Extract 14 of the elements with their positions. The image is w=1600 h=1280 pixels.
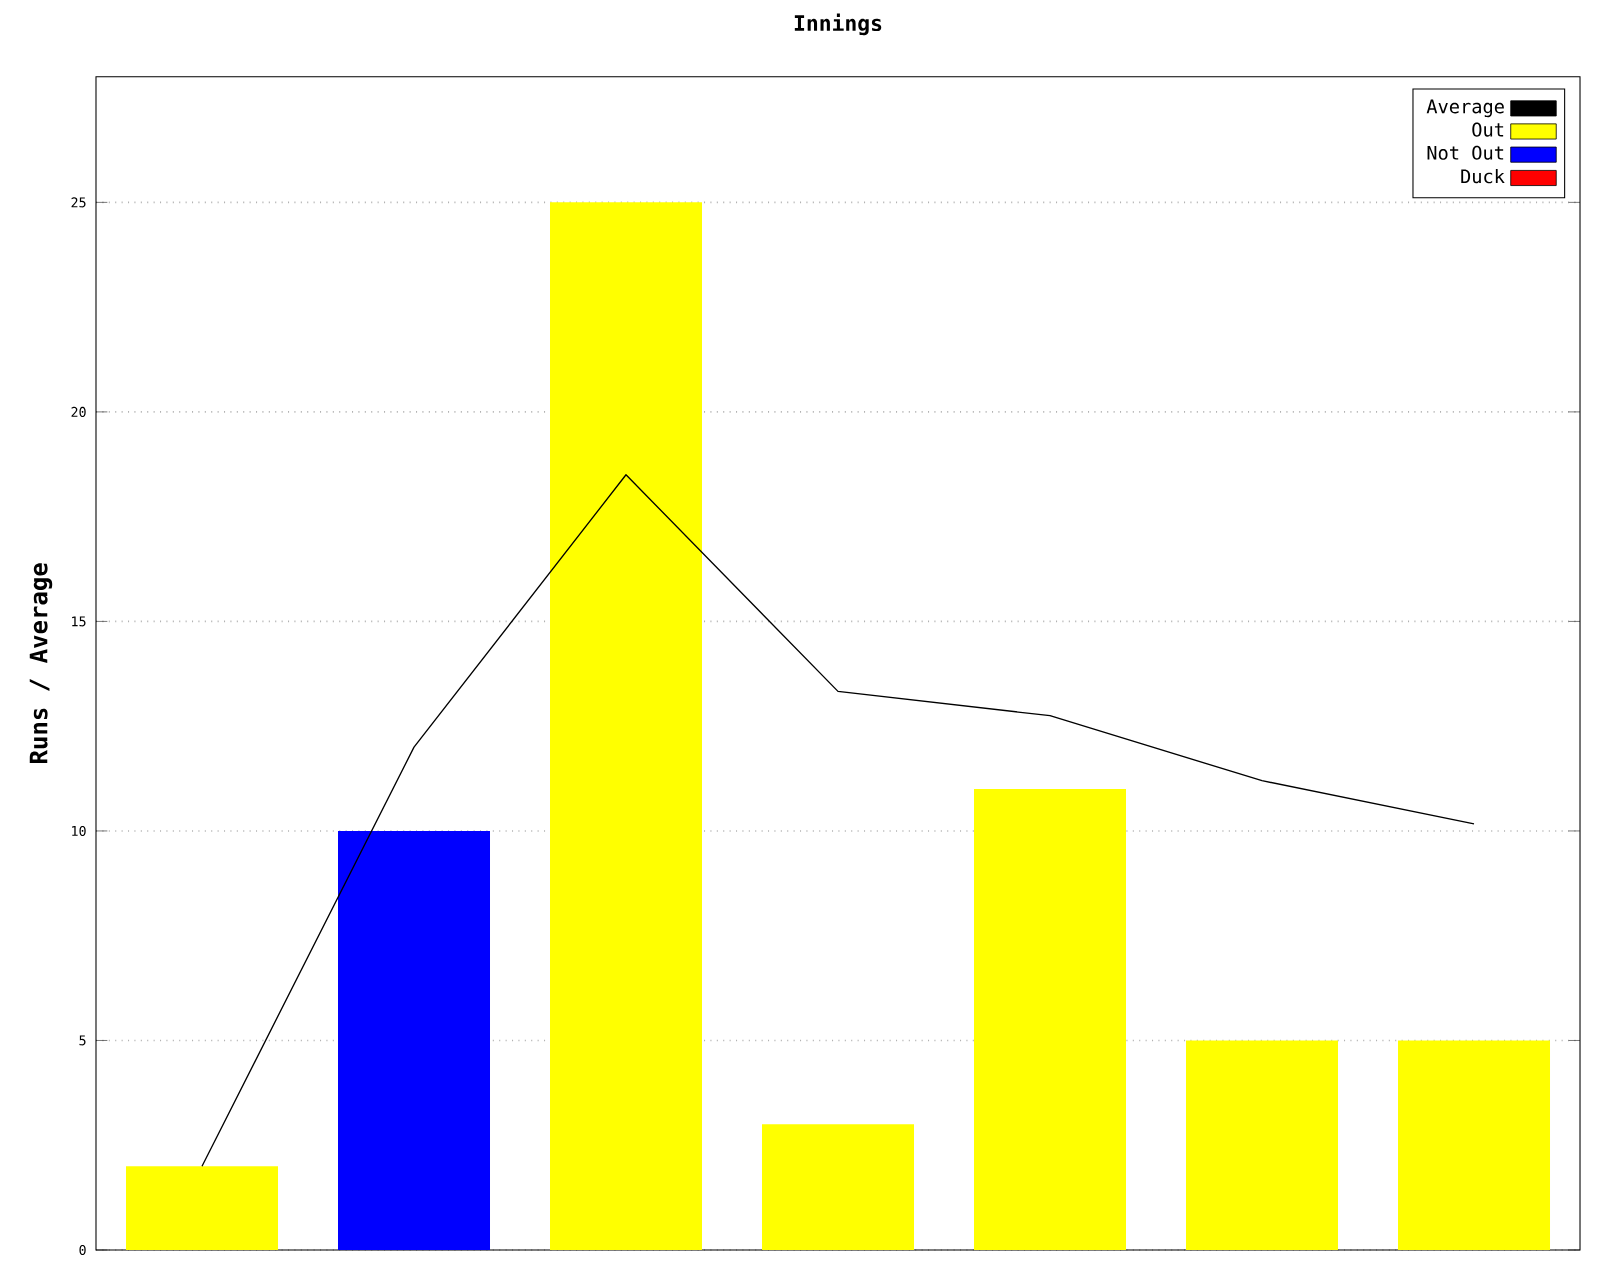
legend-label: Out bbox=[1472, 122, 1504, 137]
bar bbox=[974, 789, 1126, 1250]
legend-label: Duck bbox=[1461, 168, 1505, 184]
legend-label: Not Out bbox=[1427, 145, 1504, 160]
bar bbox=[762, 1124, 915, 1250]
bar bbox=[550, 202, 703, 1250]
chart-title: Innings bbox=[794, 13, 882, 36]
bar bbox=[338, 830, 491, 1250]
bar bbox=[126, 1166, 279, 1250]
line-series bbox=[201, 474, 1475, 1167]
bar bbox=[1186, 1040, 1338, 1250]
legend-label: Average bbox=[1426, 99, 1504, 118]
bar bbox=[1398, 1040, 1551, 1250]
y-axis-title: Runs / Average bbox=[29, 563, 53, 763]
